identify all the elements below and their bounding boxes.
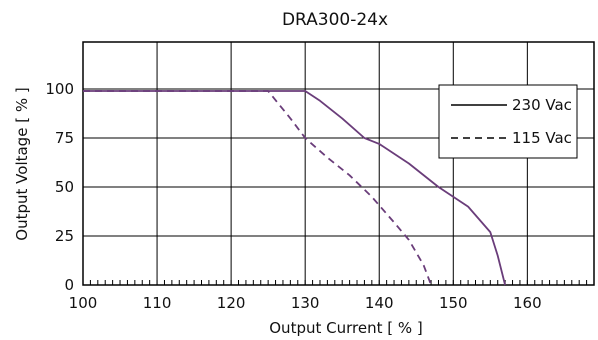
series-line-230-vac [83, 90, 506, 286]
series-layer [83, 90, 506, 286]
legend-box [438, 84, 578, 159]
legend-label-230vac: 230 Vac [512, 96, 572, 114]
x-tick-label: 110 [143, 294, 172, 312]
x-tick-labels: 100 110 120 130 140 150 160 [69, 294, 542, 312]
x-axis-label: Output Current [ % ] [269, 319, 422, 337]
series-line-115-vac [83, 90, 432, 286]
y-tick-label: 75 [55, 129, 74, 147]
y-axis-label: Output Voltage [ % ] [13, 87, 31, 240]
y-tick-labels: 0 25 50 75 100 [45, 80, 74, 294]
y-tick-label: 25 [55, 227, 74, 245]
y-tick-label: 50 [55, 178, 74, 196]
grid [83, 42, 594, 285]
x-tick-label: 140 [365, 294, 394, 312]
x-tick-label: 150 [439, 294, 468, 312]
plot-frame [82, 41, 595, 286]
y-tick-label: 0 [64, 276, 74, 294]
x-tick-label: 120 [217, 294, 246, 312]
chart-title: DRA300-24x [282, 10, 388, 30]
x-tick-label: 100 [69, 294, 98, 312]
x-tick-label: 160 [513, 294, 542, 312]
minor-ticks [89, 280, 588, 285]
x-tick-label: 130 [291, 294, 320, 312]
y-tick-label: 100 [45, 80, 74, 98]
legend: 230 Vac 115 Vac [438, 84, 578, 159]
legend-label-115vac: 115 Vac [512, 129, 572, 147]
